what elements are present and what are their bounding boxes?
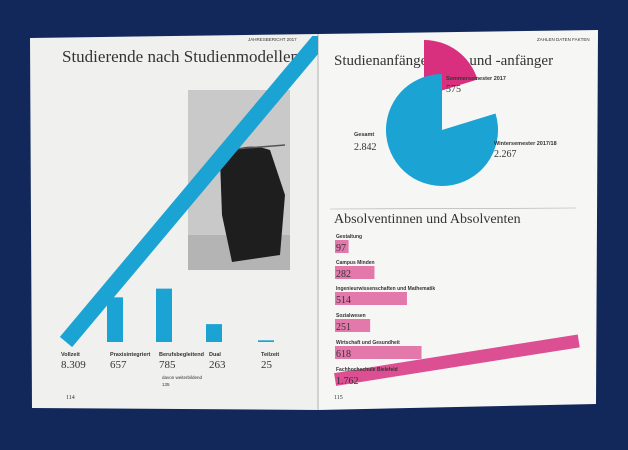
- value-label: 25: [261, 359, 273, 371]
- category-label: Fachhochschule Bielefeld: [336, 367, 398, 373]
- value-label: 97: [336, 243, 346, 254]
- bar: [258, 340, 274, 342]
- category-label: Campus Minden: [336, 260, 375, 266]
- page-header: ZAHLEN DATEN FAKTEN: [537, 37, 590, 42]
- annotation: davon weiterbildend: [162, 375, 203, 380]
- page-number: 114: [66, 395, 75, 401]
- page-number: 115: [334, 395, 343, 401]
- slice-label: Wintersemester 2017/18: [494, 141, 557, 147]
- bar: [335, 266, 375, 279]
- category-label: Sozialwesen: [336, 313, 366, 319]
- value-label: 251: [336, 322, 351, 333]
- slice-value: 2.267: [494, 149, 517, 160]
- value-label: 657: [110, 359, 127, 371]
- pie-slice: [386, 74, 499, 187]
- category-label: Vollzeit: [61, 352, 80, 358]
- bar: [107, 297, 123, 342]
- slice-value: 575: [446, 84, 461, 95]
- bar: [206, 324, 222, 342]
- bar: [335, 240, 349, 253]
- photo: [188, 90, 290, 270]
- value-label: 1.762: [336, 376, 359, 387]
- category-label: Gestaltung: [336, 234, 362, 240]
- category-label: Teilzeit: [261, 352, 279, 358]
- slice-label: Sommersemester 2017: [446, 76, 506, 82]
- category-label: Praxisintegriert: [110, 352, 151, 358]
- category-label: Wirtschaft und Gesundheit: [336, 340, 400, 346]
- bar: [335, 346, 422, 359]
- total-label: Gesamt: [354, 132, 374, 138]
- category-label: Dual: [209, 352, 221, 358]
- bar: [335, 319, 371, 332]
- total-value: 2.842: [354, 142, 377, 153]
- bar: [334, 334, 580, 386]
- category-label: Ingenieurwissenschaften und Mathematik: [336, 286, 435, 292]
- category-label: Berufsbegleitend: [159, 352, 204, 358]
- value-label: 282: [336, 269, 351, 280]
- bar: [335, 292, 407, 305]
- divider: [329, 207, 577, 210]
- annotation: 135: [162, 382, 170, 387]
- chart-title: Studierende nach Studienmodellen: [62, 47, 299, 66]
- value-label: 263: [209, 359, 226, 371]
- value-label: 785: [159, 359, 176, 371]
- left-chart: [59, 36, 318, 348]
- bar: [156, 288, 172, 342]
- bar: [59, 36, 318, 348]
- value-label: 8.309: [61, 359, 86, 371]
- page-header: JAHRESBERICHT 2017: [248, 37, 297, 42]
- value-label: 514: [336, 295, 351, 306]
- value-label: 618: [336, 349, 351, 360]
- chart-title: Absolventinnen und Absolventen: [334, 212, 521, 227]
